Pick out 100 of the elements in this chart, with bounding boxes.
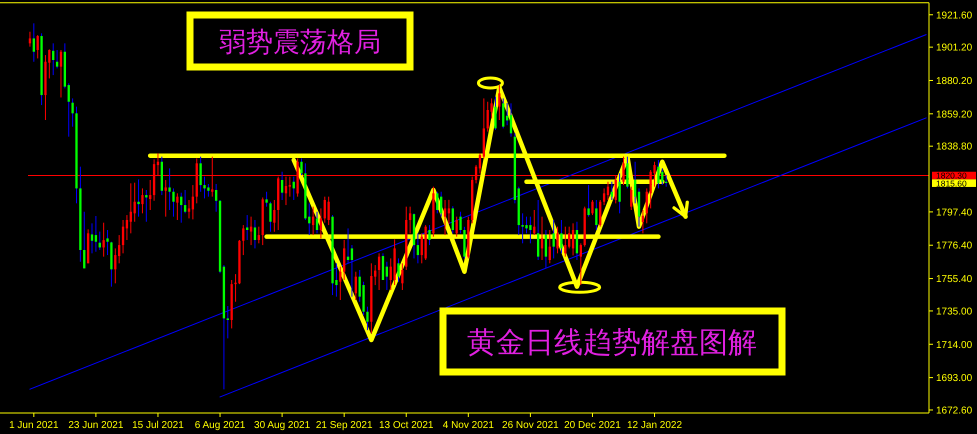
candlestick [657,159,660,189]
candlestick [580,242,582,286]
y-tick-label: 1776.40 [936,240,973,252]
candlestick [339,266,342,300]
candlestick [214,183,218,212]
ref-line-label: 1820.30 [936,170,967,181]
candlestick [36,34,39,59]
candlestick [498,84,501,120]
candlestick [452,206,454,234]
candlestick [258,226,260,244]
candlestick [630,186,632,210]
y-tick-label: 1797.40 [936,207,973,218]
y-tick-label: 1672.60 [936,405,973,416]
candlestick [486,101,489,132]
candlestick [32,22,35,62]
candlestick [324,196,326,224]
candlestick [529,216,532,244]
candlestick [83,211,86,269]
candlestick [440,191,442,218]
candlestick [665,174,668,188]
candlestick [626,156,629,189]
candlestick [207,183,210,198]
x-tick-label: 23 Jun 2021 [68,420,124,431]
candlestick [525,216,528,234]
x-tick-label: 26 Nov 2021 [502,420,560,431]
x-tick-label: 6 Aug 2021 [194,420,246,431]
candlestick [416,232,420,264]
candlestick [273,199,276,232]
candlestick [408,206,412,234]
candlestick [134,182,136,222]
y-tick-label: 1714.00 [936,340,973,351]
y-tick-label: 1755.40 [936,274,973,286]
candlestick [137,178,140,218]
candlestick [176,192,179,220]
candlestick [436,191,438,214]
x-tick-label: 21 Sep 2021 [316,420,373,431]
candlestick [618,172,621,214]
y-tick-label: 1859.20 [936,109,973,120]
y-tick-label: 1880.20 [936,76,973,87]
candlestick [234,274,237,302]
candlestick [292,176,295,200]
candlestick [98,231,101,250]
candlestick [246,214,248,240]
candlestick [354,271,357,300]
candlestick [343,239,346,280]
x-tick-label: 1 Jun 2021 [9,420,59,431]
candlestick [180,192,182,224]
candlestick [312,206,314,236]
candlestick [242,224,244,256]
candlestick [548,229,551,264]
candlestick [536,199,540,260]
candlestick [280,171,284,200]
y-tick-label: 1901.20 [936,42,973,54]
candlestick [610,181,614,200]
y-tick-label: 1838.80 [936,142,973,153]
candlestick [145,189,148,222]
candlestick [378,252,380,290]
candlestick [168,168,171,210]
candlestick [94,216,98,252]
candlestick [226,306,229,339]
y-tick-label: 1735.00 [936,306,973,318]
candlestick [521,212,524,244]
candlestick [114,248,116,284]
candlestick [192,184,194,220]
y-tick-label: 1921.60 [936,10,973,22]
candlestick [71,98,74,128]
text: 黄金日线趋势解盘图解 [467,325,757,359]
candlestick [203,176,206,199]
candlestick [533,209,536,236]
candlestick [602,188,606,206]
candlestick [56,50,58,69]
x-tick-label: 30 Aug 2021 [254,420,311,431]
candlestick [130,182,132,234]
x-tick-label: 13 Oct 2021 [379,420,434,431]
x-tick-label: 20 Dec 2021 [564,420,622,431]
candlestick [661,168,664,186]
candlestick [595,199,598,230]
candlestick [327,196,330,226]
text: 弱势震荡格局 [219,27,381,58]
y-tick-label: 1693.00 [936,373,973,384]
candlestick [552,219,555,259]
candlestick [199,156,202,192]
x-tick-label: 4 Nov 2021 [442,420,494,431]
candlestick [184,189,186,214]
candlestick [599,199,602,228]
candlestick [401,262,404,290]
candlestick [564,226,566,258]
candlestick [346,228,350,264]
candlestick [502,98,504,129]
candlestick [164,179,167,218]
candlestick [52,42,54,76]
text: 1815.60 [936,178,967,188]
x-tick-label: 12 Jan 2022 [627,420,682,431]
candlestick [456,216,458,238]
candlestick [320,208,322,239]
x-tick-label: 15 Jul 2021 [132,420,184,431]
candlestick [642,209,644,234]
candlestick [102,222,105,258]
candlestick [149,179,152,210]
candlestick [544,229,548,269]
